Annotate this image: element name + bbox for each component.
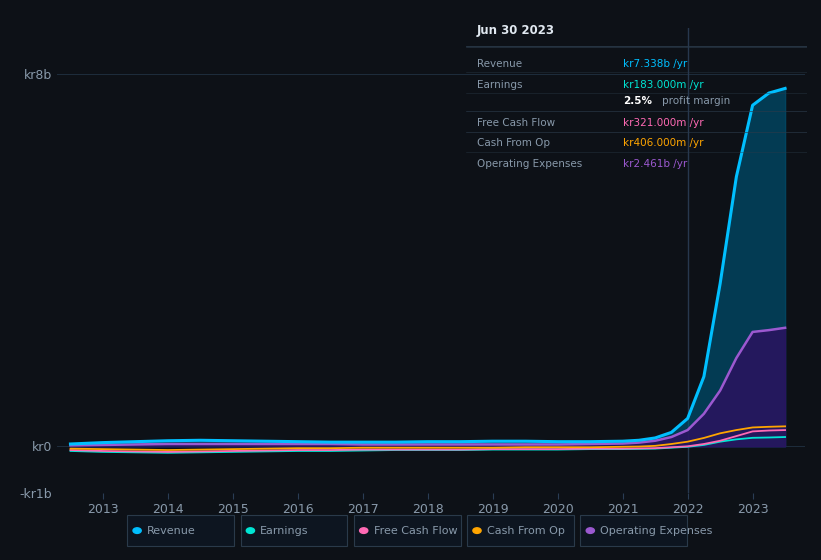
Text: Free Cash Flow: Free Cash Flow (476, 118, 555, 128)
Text: Revenue: Revenue (147, 526, 195, 535)
Text: 2.5%: 2.5% (623, 96, 652, 106)
Text: Earnings: Earnings (476, 81, 522, 90)
Text: kr321.000m /yr: kr321.000m /yr (623, 118, 704, 128)
Text: Cash From Op: Cash From Op (476, 138, 549, 148)
Text: Operating Expenses: Operating Expenses (476, 158, 582, 169)
Text: Revenue: Revenue (476, 59, 521, 69)
Text: Free Cash Flow: Free Cash Flow (374, 526, 457, 535)
Text: kr7.338b /yr: kr7.338b /yr (623, 59, 687, 69)
Text: kr2.461b /yr: kr2.461b /yr (623, 158, 687, 169)
Text: Jun 30 2023: Jun 30 2023 (476, 24, 554, 37)
Text: Cash From Op: Cash From Op (487, 526, 565, 535)
Text: kr183.000m /yr: kr183.000m /yr (623, 81, 704, 90)
Text: kr406.000m /yr: kr406.000m /yr (623, 138, 704, 148)
Text: Earnings: Earnings (260, 526, 309, 535)
Text: Operating Expenses: Operating Expenses (600, 526, 713, 535)
Text: profit margin: profit margin (663, 96, 731, 106)
